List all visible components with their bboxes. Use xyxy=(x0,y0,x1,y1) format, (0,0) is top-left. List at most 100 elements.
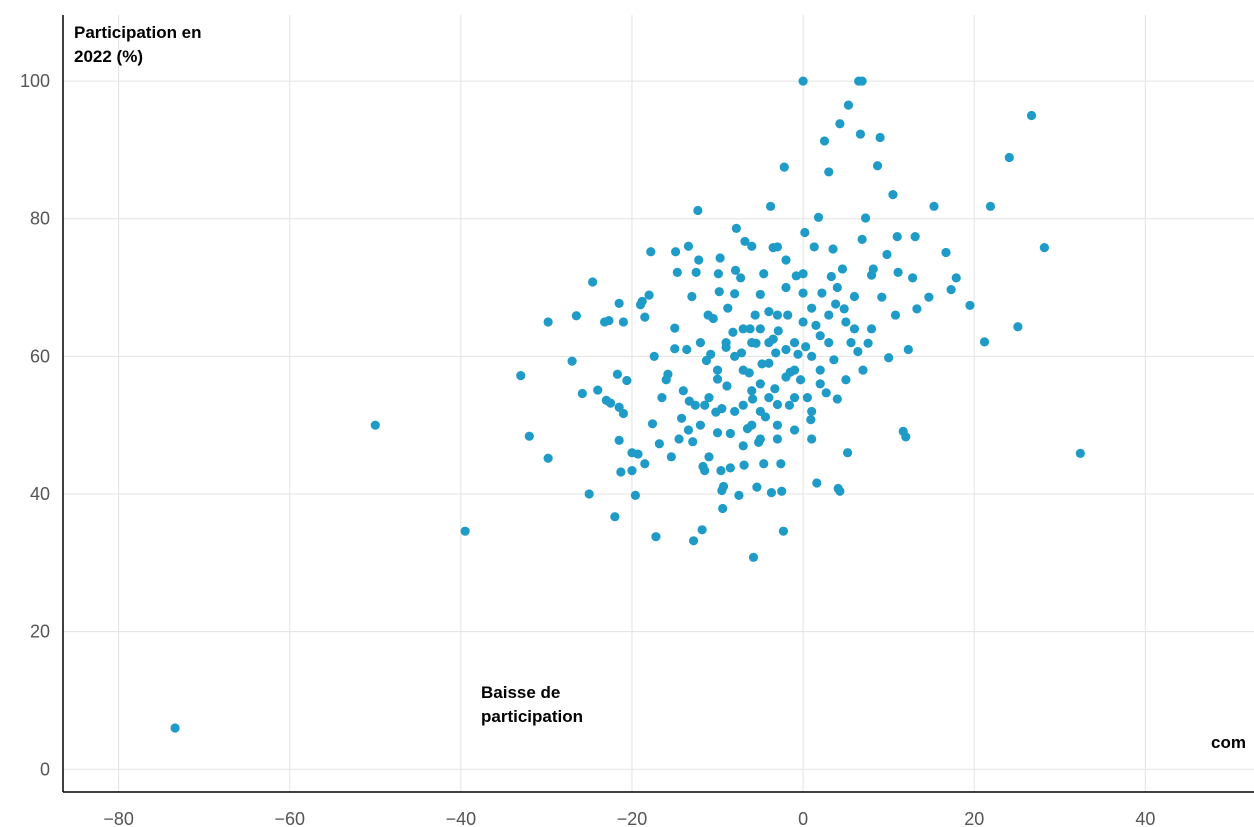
point xyxy=(567,356,577,366)
point xyxy=(903,344,913,355)
x-tick-label: 40 xyxy=(1135,809,1155,827)
point xyxy=(683,425,694,435)
point xyxy=(588,277,598,287)
point xyxy=(691,267,701,277)
point xyxy=(677,413,687,423)
point xyxy=(704,393,714,403)
point xyxy=(784,400,795,410)
annotation: participation xyxy=(481,707,583,726)
point xyxy=(770,384,780,394)
point xyxy=(730,265,741,275)
point xyxy=(723,303,733,313)
point xyxy=(690,400,700,410)
point xyxy=(809,242,819,252)
point xyxy=(738,365,748,375)
point xyxy=(824,167,834,177)
point xyxy=(837,264,848,274)
point xyxy=(748,394,758,404)
point xyxy=(941,247,951,258)
point xyxy=(892,232,902,242)
point xyxy=(829,355,839,365)
point xyxy=(666,452,676,462)
point xyxy=(835,486,845,496)
point xyxy=(755,289,765,300)
point xyxy=(815,379,825,389)
point xyxy=(858,365,868,375)
point xyxy=(815,331,825,341)
point xyxy=(789,393,800,403)
point xyxy=(764,337,774,348)
point xyxy=(789,337,800,348)
point xyxy=(783,310,793,320)
point xyxy=(722,381,732,391)
point xyxy=(801,342,811,352)
point xyxy=(771,348,781,358)
point xyxy=(772,310,783,320)
point xyxy=(924,292,934,302)
x-tick-label: 0 xyxy=(798,809,808,827)
point xyxy=(170,723,180,733)
x-tick-label: −80 xyxy=(103,809,134,827)
point xyxy=(640,459,650,469)
point xyxy=(736,273,746,283)
point xyxy=(821,388,831,398)
point xyxy=(725,463,735,473)
point xyxy=(678,386,688,396)
point xyxy=(657,393,667,403)
point xyxy=(835,119,845,129)
point xyxy=(610,512,620,522)
point xyxy=(781,282,791,293)
point xyxy=(524,431,534,441)
point xyxy=(857,76,867,86)
point xyxy=(890,310,901,320)
point xyxy=(644,290,654,300)
point xyxy=(688,536,699,546)
point xyxy=(824,337,834,348)
point xyxy=(700,400,710,410)
point xyxy=(755,434,765,444)
point xyxy=(842,448,853,458)
point xyxy=(1075,448,1085,458)
point xyxy=(731,223,741,233)
point xyxy=(747,420,757,430)
point xyxy=(884,353,894,363)
point xyxy=(868,264,878,274)
point xyxy=(747,241,757,251)
point xyxy=(778,526,789,536)
point xyxy=(841,375,851,385)
point xyxy=(843,100,854,110)
point xyxy=(683,241,694,251)
point xyxy=(798,269,808,279)
point xyxy=(725,428,735,439)
point xyxy=(766,488,777,498)
point xyxy=(700,466,710,476)
x-tick-label: 20 xyxy=(964,809,984,827)
point xyxy=(543,317,553,327)
point xyxy=(738,441,748,451)
grid xyxy=(63,15,1254,792)
point xyxy=(828,244,838,254)
point xyxy=(651,532,661,542)
point xyxy=(717,404,727,414)
point xyxy=(929,201,939,211)
x-tick-label: −40 xyxy=(446,809,477,827)
point xyxy=(693,205,703,216)
point xyxy=(979,337,990,347)
point xyxy=(370,420,380,430)
point xyxy=(863,338,873,348)
point xyxy=(846,337,856,348)
point xyxy=(671,247,681,257)
point xyxy=(826,271,836,282)
point xyxy=(946,284,956,295)
point xyxy=(781,344,791,355)
point xyxy=(715,253,725,263)
point xyxy=(781,255,791,265)
y-tick-label: 100 xyxy=(20,71,50,91)
point xyxy=(757,359,767,369)
point xyxy=(872,161,883,171)
point xyxy=(1039,243,1049,253)
point xyxy=(832,394,842,404)
point xyxy=(704,452,714,462)
point xyxy=(460,526,470,536)
point xyxy=(807,351,817,361)
